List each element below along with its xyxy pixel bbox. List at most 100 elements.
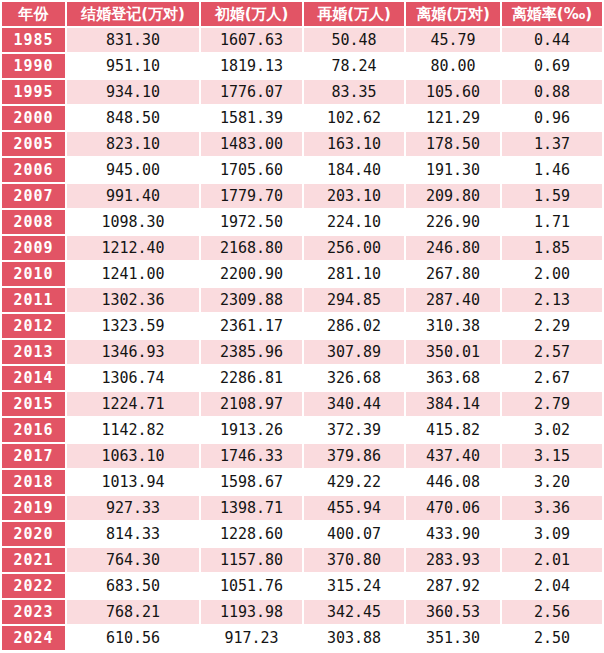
table-row: 20151224.712108.97340.44384.142.79 — [2, 392, 602, 416]
year-cell: 2021 — [2, 548, 65, 572]
table-row: 1995934.101776.0783.35105.600.88 — [2, 80, 602, 104]
table-body: 1985831.301607.6350.4845.790.441990951.1… — [2, 28, 602, 650]
column-header-year: 年份 — [2, 2, 65, 26]
value-cell: 446.08 — [406, 470, 500, 494]
value-cell: 0.88 — [502, 80, 602, 104]
year-cell: 2007 — [2, 184, 65, 208]
value-cell: 1063.10 — [67, 444, 199, 468]
value-cell: 429.22 — [304, 470, 404, 494]
value-cell: 1972.50 — [201, 210, 302, 234]
value-cell: 184.40 — [304, 158, 404, 182]
year-cell: 2008 — [2, 210, 65, 234]
value-cell: 1.71 — [502, 210, 602, 234]
value-cell: 2.50 — [502, 626, 602, 650]
value-cell: 1819.13 — [201, 54, 302, 78]
value-cell: 1913.26 — [201, 418, 302, 442]
value-cell: 163.10 — [304, 132, 404, 156]
value-cell: 45.79 — [406, 28, 500, 52]
table-row: 20101241.002200.90281.10267.802.00 — [2, 262, 602, 286]
value-cell: 2309.88 — [201, 288, 302, 312]
table-row: 1985831.301607.6350.4845.790.44 — [2, 28, 602, 52]
value-cell: 951.10 — [67, 54, 199, 78]
year-cell: 2011 — [2, 288, 65, 312]
value-cell: 2200.90 — [201, 262, 302, 286]
value-cell: 283.93 — [406, 548, 500, 572]
marriage-divorce-statistics-table: 年份 结婚登记(万对) 初婚(万人) 再婚(万人) 离婚(万对) 离婚率(‰) … — [0, 0, 604, 652]
value-cell: 351.30 — [406, 626, 500, 650]
table-row: 2023768.211193.98342.45360.532.56 — [2, 600, 602, 624]
value-cell: 1581.39 — [201, 106, 302, 130]
value-cell: 372.39 — [304, 418, 404, 442]
year-cell: 2009 — [2, 236, 65, 260]
value-cell: 281.10 — [304, 262, 404, 286]
value-cell: 310.38 — [406, 314, 500, 338]
value-cell: 1212.40 — [67, 236, 199, 260]
value-cell: 610.56 — [67, 626, 199, 650]
value-cell: 3.36 — [502, 496, 602, 520]
value-cell: 379.86 — [304, 444, 404, 468]
value-cell: 3.15 — [502, 444, 602, 468]
value-cell: 1.37 — [502, 132, 602, 156]
year-cell: 2006 — [2, 158, 65, 182]
value-cell: 415.82 — [406, 418, 500, 442]
value-cell: 350.01 — [406, 340, 500, 364]
value-cell: 945.00 — [67, 158, 199, 182]
value-cell: 3.02 — [502, 418, 602, 442]
value-cell: 224.10 — [304, 210, 404, 234]
table-row: 2022683.501051.76315.24287.922.04 — [2, 574, 602, 598]
value-cell: 1051.76 — [201, 574, 302, 598]
value-cell: 102.62 — [304, 106, 404, 130]
year-cell: 2010 — [2, 262, 65, 286]
value-cell: 470.06 — [406, 496, 500, 520]
value-cell: 246.80 — [406, 236, 500, 260]
value-cell: 1157.80 — [201, 548, 302, 572]
value-cell: 934.10 — [67, 80, 199, 104]
year-cell: 2023 — [2, 600, 65, 624]
value-cell: 1705.60 — [201, 158, 302, 182]
value-cell: 2.00 — [502, 262, 602, 286]
value-cell: 2.56 — [502, 600, 602, 624]
value-cell: 226.90 — [406, 210, 500, 234]
value-cell: 80.00 — [406, 54, 500, 78]
column-header-marriage-registrations: 结婚登记(万对) — [67, 2, 199, 26]
value-cell: 1776.07 — [201, 80, 302, 104]
value-cell: 1.85 — [502, 236, 602, 260]
value-cell: 2385.96 — [201, 340, 302, 364]
table-row: 20171063.101746.33379.86437.403.15 — [2, 444, 602, 468]
value-cell: 1142.82 — [67, 418, 199, 442]
year-cell: 2018 — [2, 470, 65, 494]
value-cell: 1193.98 — [201, 600, 302, 624]
year-cell: 2015 — [2, 392, 65, 416]
year-cell: 2024 — [2, 626, 65, 650]
value-cell: 1483.00 — [201, 132, 302, 156]
value-cell: 437.40 — [406, 444, 500, 468]
year-cell: 2022 — [2, 574, 65, 598]
value-cell: 2361.17 — [201, 314, 302, 338]
table-row: 20181013.941598.67429.22446.083.20 — [2, 470, 602, 494]
value-cell: 315.24 — [304, 574, 404, 598]
year-cell: 2016 — [2, 418, 65, 442]
value-cell: 2.13 — [502, 288, 602, 312]
value-cell: 2286.81 — [201, 366, 302, 390]
table-row: 2000848.501581.39102.62121.290.96 — [2, 106, 602, 130]
year-cell: 1990 — [2, 54, 65, 78]
table-row: 2021764.301157.80370.80283.932.01 — [2, 548, 602, 572]
value-cell: 2.79 — [502, 392, 602, 416]
value-cell: 342.45 — [304, 600, 404, 624]
value-cell: 307.89 — [304, 340, 404, 364]
value-cell: 287.92 — [406, 574, 500, 598]
year-cell: 1995 — [2, 80, 65, 104]
value-cell: 1.59 — [502, 184, 602, 208]
value-cell: 294.85 — [304, 288, 404, 312]
value-cell: 991.40 — [67, 184, 199, 208]
value-cell: 1779.70 — [201, 184, 302, 208]
value-cell: 455.94 — [304, 496, 404, 520]
value-cell: 203.10 — [304, 184, 404, 208]
value-cell: 178.50 — [406, 132, 500, 156]
table-row: 2006945.001705.60184.40191.301.46 — [2, 158, 602, 182]
column-header-divorce-rate: 离婚率(‰) — [502, 2, 602, 26]
value-cell: 1598.67 — [201, 470, 302, 494]
value-cell: 1346.93 — [67, 340, 199, 364]
year-cell: 2000 — [2, 106, 65, 130]
value-cell: 2.67 — [502, 366, 602, 390]
